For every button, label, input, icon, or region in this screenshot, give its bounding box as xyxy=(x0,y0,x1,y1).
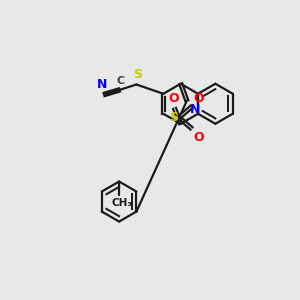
Text: S: S xyxy=(133,68,142,81)
Text: CH₃: CH₃ xyxy=(111,199,132,208)
Text: O: O xyxy=(193,131,204,144)
Text: O: O xyxy=(193,92,204,104)
Text: N: N xyxy=(97,78,108,91)
Text: N: N xyxy=(190,103,200,116)
Text: C: C xyxy=(116,76,124,86)
Text: S: S xyxy=(169,111,178,124)
Text: O: O xyxy=(169,92,179,105)
